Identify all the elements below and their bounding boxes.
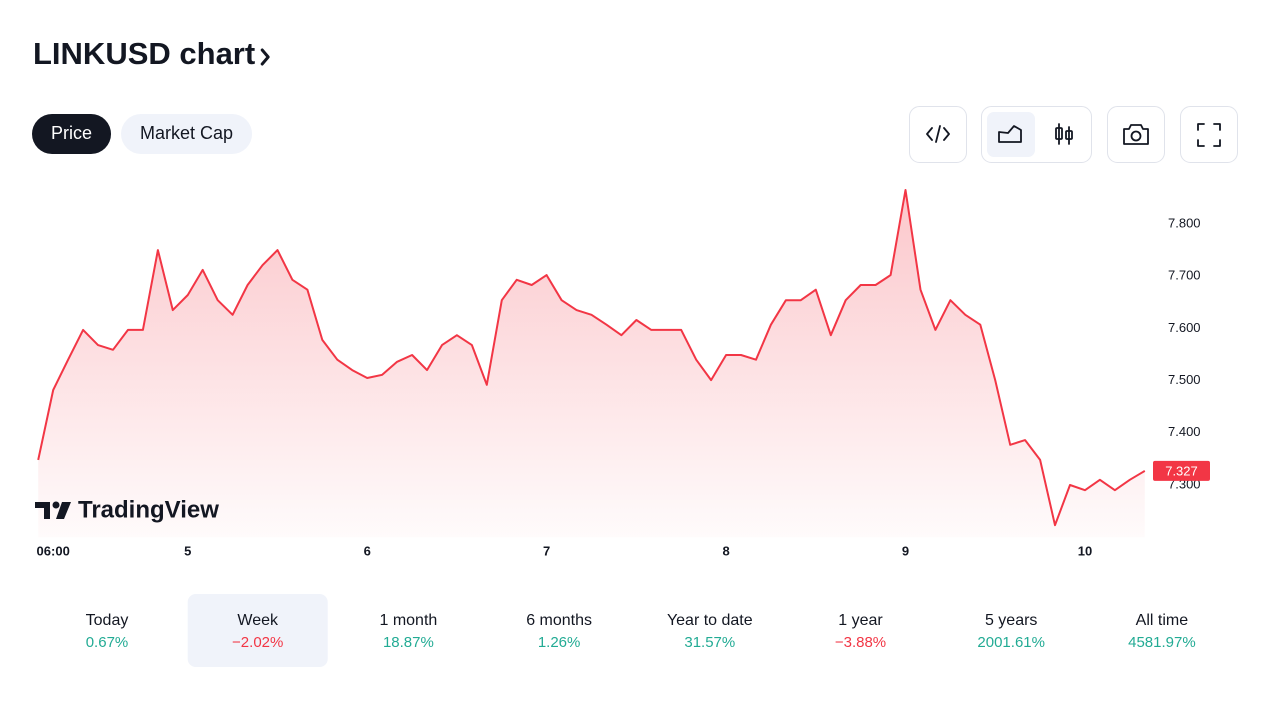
price-line (37, 189, 1146, 527)
y-tick-label: 7.500 (1168, 372, 1201, 387)
embed-icon (926, 125, 950, 143)
tab-label[interactable]: Market Cap (140, 123, 233, 143)
x-tick-label: 5 (184, 543, 191, 558)
snapshot-button[interactable] (1107, 106, 1165, 163)
area-icon (998, 125, 1022, 143)
area-style-button[interactable] (987, 112, 1035, 157)
period-change[interactable]: 1.26% (538, 634, 581, 651)
period-label[interactable]: Week (237, 612, 279, 629)
period-change[interactable]: 2001.61% (977, 634, 1045, 651)
tab[interactable] (32, 114, 112, 154)
fullscreen-icon (1197, 123, 1221, 147)
watermark: TradingView (78, 496, 219, 523)
embed-button[interactable] (909, 106, 967, 163)
performance-row: Today 0.67% Week −2.02% 1 month 18.87% 6 month… (86, 594, 1196, 667)
period-label[interactable]: Today (86, 612, 129, 629)
fullscreen-button[interactable] (1180, 106, 1238, 163)
candle-wicks[interactable] (1058, 123, 1070, 145)
logo-mark (35, 502, 50, 519)
x-tick-label: 06:00 (37, 543, 70, 558)
period-change[interactable]: −3.88% (835, 634, 886, 651)
tradingview-logo: TradingView (35, 496, 219, 523)
period-label[interactable]: 1 year (838, 612, 883, 629)
period-change[interactable]: −2.02% (232, 634, 283, 651)
period-change[interactable]: 4581.97% (1128, 634, 1196, 651)
camera-lens (1130, 130, 1142, 142)
area-fill (38, 190, 1145, 538)
y-tick-label: 7.700 (1168, 268, 1201, 283)
tab[interactable] (121, 114, 253, 154)
title-chevron[interactable] (260, 48, 270, 66)
period-label[interactable]: 5 years (985, 612, 1037, 629)
candle-body (1055, 127, 1063, 140)
page-title[interactable]: LINKUSD chart (33, 36, 255, 71)
logo-mark (56, 502, 71, 519)
x-tick-label: 7 (543, 543, 550, 558)
candle-body (1065, 130, 1073, 140)
last-price-tag (1153, 460, 1210, 481)
period-change[interactable]: 18.87% (383, 634, 434, 651)
period-highlight[interactable] (187, 594, 328, 667)
y-tick-label: 7.400 (1168, 424, 1201, 439)
period-label[interactable]: All time (1136, 612, 1189, 629)
chart-type-group (981, 106, 1092, 163)
period-change[interactable]: 0.67% (86, 634, 129, 651)
period-change[interactable]: 31.57% (684, 634, 735, 651)
logo-dot (52, 501, 60, 509)
x-tick-label: 6 (364, 543, 371, 558)
y-tick-label: 7.600 (1168, 320, 1201, 335)
period-label[interactable]: Year to date (667, 612, 753, 629)
x-tick-label: 9 (902, 543, 909, 558)
period-label[interactable]: 6 months (526, 612, 592, 629)
last-price-label: 7.327 (1165, 463, 1198, 478)
period-label[interactable]: 1 month (379, 612, 437, 629)
tab-label[interactable]: Price (51, 123, 92, 143)
camera-icon (1123, 124, 1149, 145)
y-tick-label: 7.800 (1168, 215, 1201, 230)
toolbar (909, 106, 1238, 163)
x-tick-label: 8 (722, 543, 729, 558)
x-tick-label: 10 (1078, 543, 1092, 558)
